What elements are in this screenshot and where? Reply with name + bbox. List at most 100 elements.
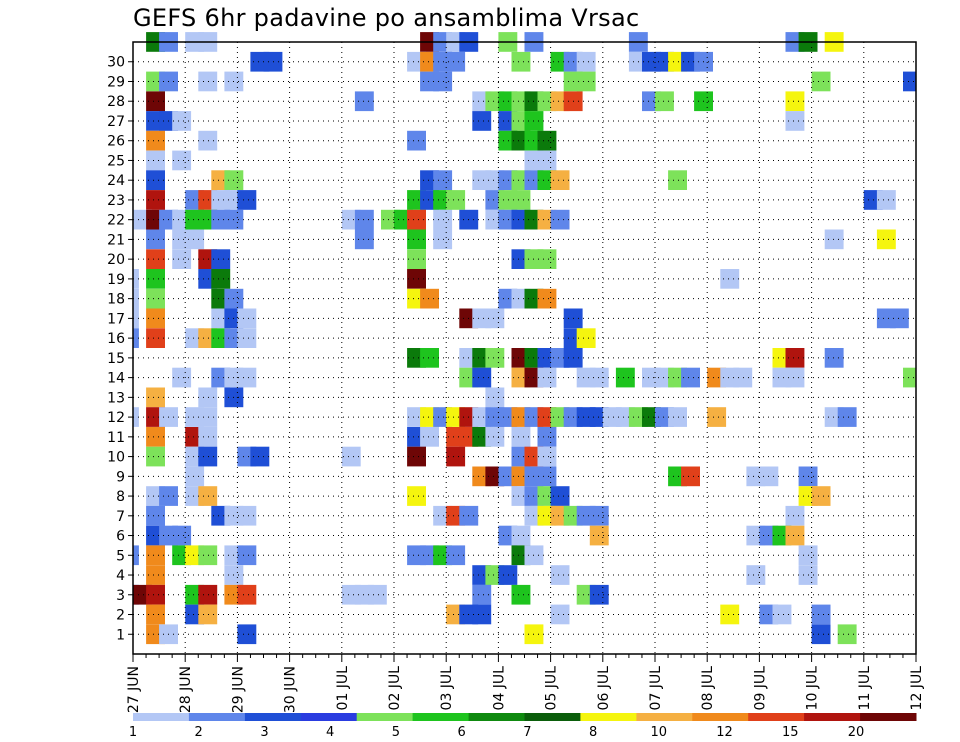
x-tick-label: 04 JUL	[491, 666, 507, 711]
heatmap-cell	[133, 269, 139, 289]
heatmap-cell	[550, 486, 570, 506]
x-tick-label: 12 JUL	[909, 666, 925, 711]
y-tick-label: 3	[116, 588, 125, 604]
heatmap-cell	[198, 427, 218, 447]
heatmap-cell	[146, 150, 165, 171]
legend-swatch	[300, 713, 358, 721]
heatmap-cell	[172, 249, 192, 269]
legend-swatch	[468, 713, 525, 721]
heatmap-cell	[550, 565, 570, 585]
y-tick-label: 17	[107, 311, 125, 327]
heatmap-cell	[172, 150, 192, 171]
legend-swatch	[356, 713, 414, 721]
heatmap-cell	[198, 71, 218, 92]
heatmap-cell	[198, 584, 218, 605]
heatmap-cell	[172, 525, 192, 546]
heatmap-cell	[146, 308, 165, 329]
heatmap-cell	[433, 170, 453, 190]
x-tick-label: 08 JUL	[700, 666, 716, 711]
heatmap-cell	[824, 348, 844, 368]
y-tick-label: 12	[107, 410, 125, 426]
heatmap-cell	[146, 170, 165, 190]
heatmap-cell	[511, 427, 531, 447]
heatmap-cell	[785, 505, 805, 526]
y-tick-label: 11	[107, 430, 125, 446]
heatmap-cell	[485, 427, 505, 447]
heatmap-cell	[407, 130, 426, 151]
heatmap-cell	[537, 150, 557, 171]
legend-label: 7	[523, 725, 531, 740]
heatmap-cell	[198, 387, 218, 408]
heatmap-cell	[172, 111, 192, 131]
heatmap-cell	[876, 229, 896, 250]
heatmap-cell	[589, 525, 609, 546]
y-tick-label: 21	[107, 232, 125, 248]
y-tick-label: 1	[116, 627, 125, 643]
legend-swatch	[636, 713, 693, 721]
heatmap-cell	[472, 584, 492, 605]
legend-label: 8	[589, 725, 597, 740]
heatmap-cell	[146, 427, 165, 447]
heatmap-cell	[146, 565, 165, 585]
heatmap-cell	[811, 486, 831, 506]
heatmap-cell	[146, 604, 165, 625]
heatmap-cell	[237, 308, 257, 329]
heatmap-cell	[889, 308, 909, 329]
heatmap-cell	[681, 367, 700, 388]
heatmap-cell	[146, 446, 165, 467]
y-tick-label: 15	[107, 351, 125, 367]
heatmap-cell	[133, 308, 139, 329]
heatmap-cell	[211, 269, 231, 289]
heatmap-cell	[407, 269, 426, 289]
heatmap-cell	[785, 525, 805, 546]
y-tick-label: 18	[107, 292, 125, 308]
heatmap-cell	[446, 545, 466, 566]
heatmap-cell	[472, 111, 492, 131]
heatmap-cell	[785, 91, 805, 112]
legend-swatch	[524, 713, 581, 721]
heatmap-cell	[537, 130, 557, 151]
heatmap-cell	[146, 545, 165, 566]
heatmap-cell	[237, 190, 257, 210]
heatmap-cell	[511, 584, 531, 605]
heatmap-cell	[707, 407, 727, 427]
heatmap-cell	[133, 545, 139, 566]
legend-swatch	[860, 713, 917, 721]
legend-label: 10	[651, 725, 668, 740]
heatmap-cell	[668, 407, 687, 427]
heatmap-cell	[407, 249, 426, 269]
legend-swatch	[692, 713, 749, 721]
y-tick-label: 4	[116, 568, 125, 584]
heatmap-cell	[211, 249, 231, 269]
heatmap-cell	[550, 170, 570, 190]
heatmap-cell	[824, 229, 844, 250]
legend-swatch	[580, 713, 637, 721]
legend-swatch	[412, 713, 469, 721]
y-tick-label: 30	[107, 55, 125, 71]
legend-label: 20	[848, 725, 865, 740]
heatmap-cell	[420, 348, 439, 368]
heatmap-cell	[446, 446, 466, 467]
heatmap-cell	[837, 624, 857, 645]
legend-label: 3	[260, 725, 268, 740]
x-tick-label: 11 JUL	[857, 666, 873, 711]
legend-label: 1	[129, 725, 137, 740]
heatmap-cell	[433, 209, 453, 230]
y-tick-label: 19	[107, 272, 125, 288]
heatmap-cell	[133, 288, 139, 309]
heatmap-cell	[615, 367, 635, 388]
heatmap-cell	[785, 348, 805, 368]
heatmap-cell	[198, 486, 218, 506]
heatmap-cell	[146, 584, 165, 605]
heatmap-cell	[146, 130, 165, 151]
heatmap-cell	[237, 624, 257, 645]
y-tick-label: 5	[116, 548, 125, 564]
heatmap-cell	[903, 71, 916, 92]
heatmap-cell	[472, 604, 492, 625]
heatmap-cell	[185, 466, 205, 487]
legend-swatch	[244, 713, 302, 721]
heatmap-cell	[785, 367, 805, 388]
heatmap-cell	[668, 170, 687, 190]
heatmap-cell	[407, 229, 426, 250]
